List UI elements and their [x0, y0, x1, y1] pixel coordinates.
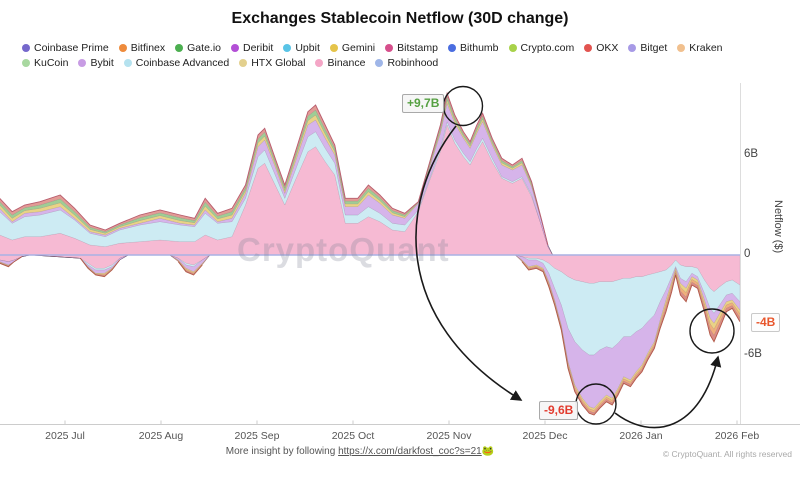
legend-dot — [123, 59, 132, 67]
legend-dot — [283, 44, 292, 52]
annotation-trough-label: -9,6B — [539, 401, 579, 420]
legend-label: Deribit — [243, 42, 274, 54]
y-axis-label: 0 — [744, 248, 751, 260]
x-axis-label: 2026 Feb — [714, 430, 760, 442]
annotation-recent-label: -4B — [751, 313, 781, 332]
legend-item-kraken[interactable]: Kraken — [677, 42, 723, 54]
legend-item-robinhood[interactable]: Robinhood — [375, 57, 438, 69]
legend: Coinbase Prime Bitfinex Gate.io Deribit Upbi… — [22, 42, 784, 72]
legend-dot — [315, 59, 324, 67]
darkfost-link[interactable]: https://x.com/darkfost_coc?s=21 — [338, 446, 482, 457]
legend-item-bitstamp[interactable]: Bitstamp — [385, 42, 438, 54]
y-axis-title: Netflow ($) — [772, 200, 784, 254]
legend-item-bitget[interactable]: Bitget — [628, 42, 667, 54]
x-axis-label: 2025 Sep — [234, 430, 280, 442]
legend-item-gemini[interactable]: Gemini — [329, 42, 376, 54]
legend-label: Coinbase Advanced — [135, 57, 230, 69]
legend-label: Kraken — [689, 42, 723, 54]
legend-dot — [22, 59, 30, 67]
legend-item-upbit[interactable]: Upbit — [283, 42, 320, 54]
legend-label: KuCoin — [34, 57, 69, 69]
legend-dot — [118, 44, 127, 52]
legend-item-okx[interactable]: OKX — [584, 42, 618, 54]
legend-label: Binance — [327, 57, 366, 69]
legend-item-binance[interactable]: Binance — [315, 57, 365, 69]
legend-label: Robinhood — [387, 57, 439, 69]
legend-label: Bybit — [90, 57, 114, 69]
x-axis-label: 2025 Aug — [138, 430, 184, 442]
legend-label: Coinbase Prime — [34, 42, 109, 54]
legend-label: OKX — [596, 42, 619, 54]
legend-item-htx-global[interactable]: HTX Global — [239, 57, 305, 69]
legend-dot — [508, 44, 517, 52]
netflow-stacked-area-chart — [0, 83, 800, 425]
legend-dot — [231, 44, 239, 52]
x-axis-label: 2025 Jul — [45, 430, 85, 442]
legend-dot — [447, 44, 456, 52]
legend-dot — [385, 44, 394, 52]
legend-dot — [375, 59, 384, 67]
x-axis-label: 2026 Jan — [619, 430, 663, 442]
legend-item-coinbase-advanced[interactable]: Coinbase Advanced — [123, 57, 230, 69]
legend-item-crypto-com[interactable]: Crypto.com — [508, 42, 575, 54]
legend-label: HTX Global — [251, 57, 306, 69]
legend-dot — [239, 59, 248, 67]
legend-item-bithumb[interactable]: Bithumb — [447, 42, 499, 54]
negative-stack-edge — [0, 256, 741, 416]
frog-emoji-icon: 🐸 — [481, 446, 495, 457]
legend-label: Bitfinex — [130, 42, 166, 54]
legend-dot — [677, 44, 686, 52]
footer-prefix: More insight by following — [225, 446, 339, 457]
footer-insight-text: More insight by following https://x.com/… — [40, 446, 680, 457]
legend-row: KuCoin Bybit Coinbase Advanced HTX Global Bi… — [22, 57, 784, 69]
legend-label: Gate.io — [187, 42, 221, 54]
legend-dot — [584, 44, 593, 52]
chart-title: Exchanges Stablecoin Netflow (30D change… — [231, 10, 569, 27]
legend-label: Bitstamp — [397, 42, 438, 54]
legend-item-kucoin[interactable]: KuCoin — [22, 57, 68, 69]
legend-label: Upbit — [295, 42, 320, 54]
y-axis-label: -6B — [744, 347, 762, 360]
legend-row: Coinbase Prime Bitfinex Gate.io Deribit Upbi… — [22, 42, 784, 54]
legend-label: Bithumb — [459, 42, 499, 54]
x-axis-label: 2025 Nov — [426, 430, 472, 442]
legend-label: Bitget — [640, 42, 668, 54]
legend-label: Crypto.com — [520, 42, 575, 54]
legend-dot — [329, 44, 338, 52]
x-axis-label: 2025 Dec — [522, 430, 568, 442]
annotation-peak-label: +9,7B — [402, 94, 445, 113]
legend-dot — [78, 59, 87, 67]
legend-item-bybit[interactable]: Bybit — [78, 57, 114, 69]
legend-item-coinbase-prime[interactable]: Coinbase Prime — [22, 42, 109, 54]
legend-item-gate-io[interactable]: Gate.io — [175, 42, 221, 54]
copyright-text: © CryptoQuant. All rights reserved — [662, 449, 792, 459]
legend-label: Gemini — [341, 42, 376, 54]
y-axis-label: 6B — [744, 148, 759, 160]
legend-dot — [175, 44, 184, 52]
legend-item-deribit[interactable]: Deribit — [231, 42, 273, 54]
legend-item-bitfinex[interactable]: Bitfinex — [118, 42, 166, 54]
legend-dot — [22, 44, 30, 52]
x-axis-label: 2025 Oct — [331, 430, 375, 442]
legend-dot — [628, 44, 637, 52]
